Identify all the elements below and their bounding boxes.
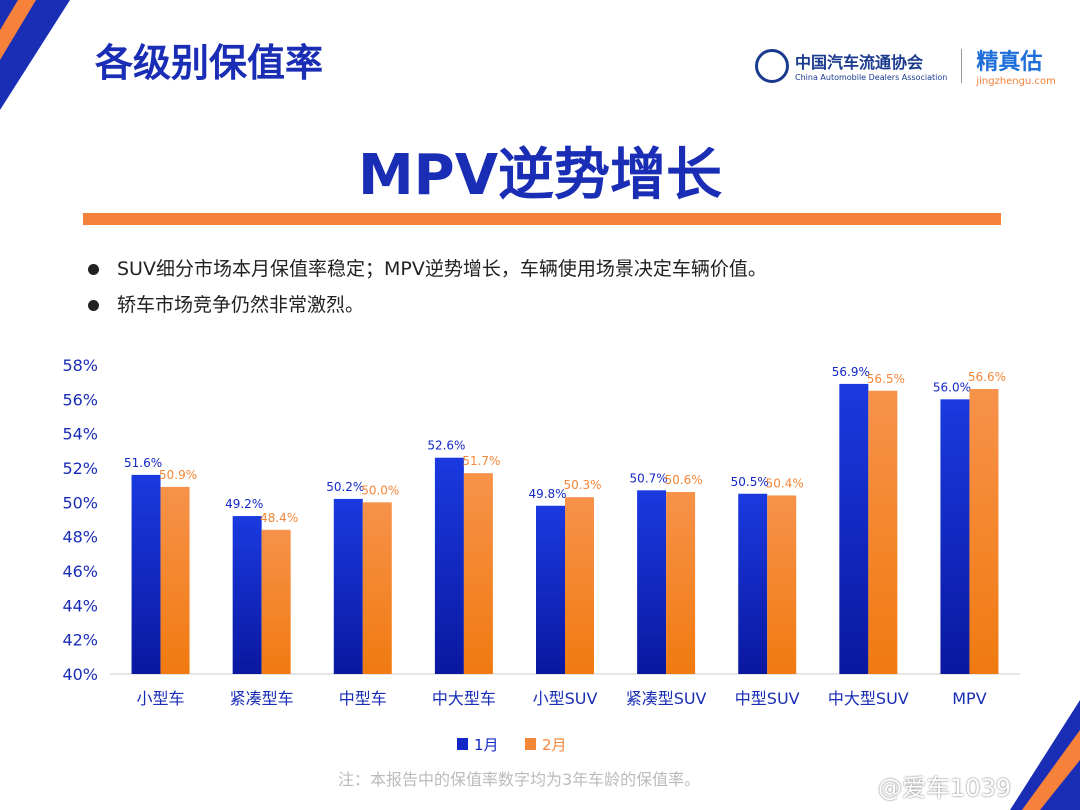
y-tick-label: 44% (62, 596, 98, 615)
legend-swatch-icon (457, 738, 468, 750)
divider (83, 213, 1001, 225)
cada-logo-icon (755, 48, 789, 83)
bar (362, 502, 392, 674)
bar (738, 493, 768, 674)
data-label: 56.6% (968, 370, 1006, 384)
jzg-url: jingzhengu.com (976, 76, 1056, 87)
headline: MPV逆势增长 (357, 143, 723, 208)
data-label: 56.0% (933, 380, 971, 394)
slide-title: 各级别保值率 (95, 41, 324, 85)
data-label: 56.9% (832, 365, 870, 379)
y-tick-label: 48% (62, 528, 98, 547)
bar (666, 492, 696, 674)
x-tick-label: 中型车 (339, 689, 387, 708)
bar (868, 390, 898, 674)
x-tick-label: 中大型SUV (828, 689, 909, 708)
data-label: 56.5% (867, 372, 905, 386)
x-tick-label: 紧凑型SUV (626, 689, 707, 708)
bar (940, 399, 970, 674)
cada-name-en: China Automobile Dealers Association (795, 73, 948, 82)
cada-name: 中国汽车流通协会 (795, 53, 924, 72)
footnote: 注：本报告中的保值率数字均为3年车龄的保值率。 (338, 770, 701, 789)
bar (232, 516, 262, 674)
x-tick-label: 小型车 (137, 689, 185, 708)
bar (536, 505, 565, 674)
y-tick-label: 52% (62, 459, 98, 478)
x-tick-label: 中大型车 (432, 689, 496, 708)
data-label: 50.6% (665, 473, 703, 487)
data-label: 50.3% (563, 478, 601, 492)
jzg-name: 精真估 (976, 50, 1043, 75)
data-label: 49.8% (528, 487, 566, 501)
legend-label: 2月 (542, 736, 567, 754)
data-label: 49.2% (225, 497, 263, 511)
legend-swatch-icon (525, 738, 536, 750)
x-tick-label: 中型SUV (735, 689, 800, 708)
bullet-item: 轿车市场竞争仍然非常激烈。 (88, 290, 364, 317)
data-label: 50.9% (159, 468, 197, 482)
y-tick-label: 46% (62, 562, 98, 581)
bar (839, 383, 869, 674)
bar (131, 474, 161, 674)
data-label: 50.5% (731, 475, 769, 489)
y-tick-label: 42% (62, 631, 98, 650)
x-tick-label: MPV (952, 689, 986, 708)
y-tick-label: 50% (62, 493, 98, 512)
data-label: 50.2% (326, 480, 364, 494)
bar (565, 497, 594, 674)
bullet-dot-icon (88, 300, 99, 311)
data-label: 51.7% (462, 454, 500, 468)
data-label: 48.4% (260, 511, 298, 525)
logo-divider (961, 48, 963, 83)
bullet-item: SUV细分市场本月保值率稳定；MPV逆势增长，车辆使用场景决定车辆价值。 (88, 254, 767, 281)
bar (261, 529, 291, 674)
data-label: 50.4% (766, 476, 804, 490)
x-tick-label: 紧凑型车 (230, 689, 294, 708)
data-label: 50.0% (361, 483, 399, 497)
bar (767, 495, 797, 674)
y-tick-label: 54% (62, 425, 98, 444)
bar (434, 457, 464, 674)
logo: 中国汽车流通协会 China Automobile Dealers Associ… (755, 44, 1056, 87)
bar (463, 473, 493, 674)
bar (333, 498, 363, 674)
bar (160, 486, 190, 674)
y-tick-label: 40% (62, 665, 98, 684)
x-tick-label: 小型SUV (533, 689, 598, 708)
bar (969, 389, 999, 674)
legend-label: 1月 (474, 736, 499, 754)
bullet-dot-icon (88, 264, 99, 275)
y-tick-label: 56% (62, 390, 98, 409)
data-label: 50.7% (630, 471, 668, 485)
data-label: 51.6% (124, 456, 162, 470)
y-tick-label: 58% (62, 356, 98, 375)
bar (637, 490, 667, 674)
watermark: @爱车1039 (878, 774, 1012, 802)
data-label: 52.6% (427, 439, 465, 453)
